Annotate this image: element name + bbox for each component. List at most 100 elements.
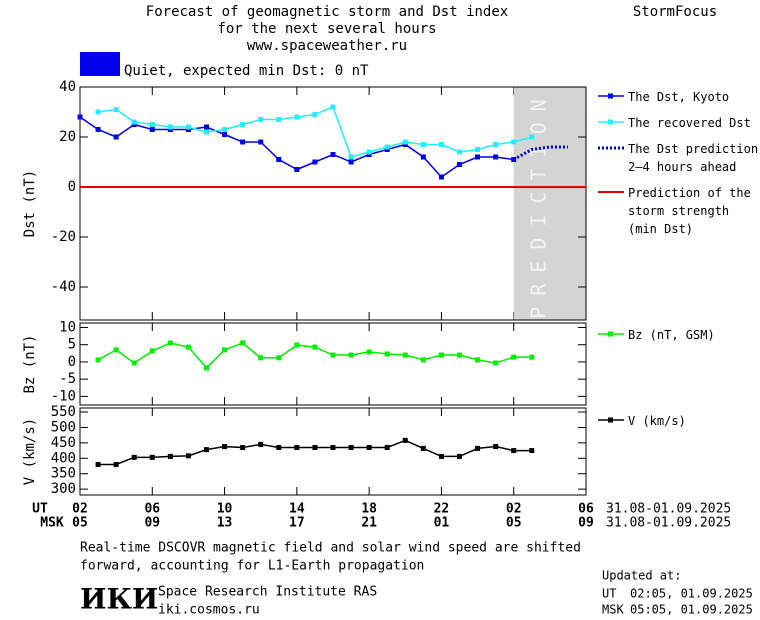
series-line xyxy=(512,145,568,161)
y-tick-label: -10 xyxy=(51,388,76,404)
marker xyxy=(420,142,426,147)
marker xyxy=(312,344,318,350)
x-tick-label-msk: 05 xyxy=(506,516,522,531)
legend-entry: The Dst prediction 2–4 hours ahead xyxy=(628,142,759,174)
marker xyxy=(457,149,462,155)
marker xyxy=(204,129,209,135)
y-tick-label: 400 xyxy=(51,450,76,466)
marker xyxy=(167,124,173,130)
marker xyxy=(258,139,264,145)
marker xyxy=(149,348,155,354)
x-tick-label: 14 xyxy=(289,502,305,517)
marker xyxy=(276,117,282,122)
marker xyxy=(384,444,390,450)
y-tick-label: -20 xyxy=(51,229,76,245)
marker xyxy=(95,127,101,132)
marker xyxy=(167,453,173,459)
marker xyxy=(222,347,228,353)
series-line xyxy=(98,439,532,466)
marker xyxy=(204,124,209,130)
marker xyxy=(475,154,481,160)
brand: StormFocus xyxy=(633,4,717,20)
marker xyxy=(276,157,282,162)
marker xyxy=(77,114,83,120)
status-swatch xyxy=(80,52,120,76)
note-line: Real-time DSCOVR magnetic field and sola… xyxy=(80,541,581,556)
marker xyxy=(420,154,426,160)
x-tick-label-msk: 17 xyxy=(289,516,305,531)
legend-marker xyxy=(608,119,613,125)
marker xyxy=(258,117,264,122)
y-tick-label: 450 xyxy=(51,435,76,451)
updated-ut: 02:05, 01.09.2025 xyxy=(630,587,753,601)
marker xyxy=(167,340,173,346)
marker xyxy=(294,342,300,348)
x-tick-label-msk: 09 xyxy=(578,516,594,531)
marker xyxy=(366,149,372,155)
logo: ИКИ xyxy=(80,583,158,616)
status: Quiet, expected min Dst: 0 nT xyxy=(124,63,369,79)
marker xyxy=(95,461,101,467)
marker xyxy=(438,453,444,459)
ut-dates: 31.08-01.09.2025 xyxy=(606,502,731,517)
ut-label: UT xyxy=(32,502,48,517)
prediction-zone xyxy=(513,87,586,320)
x-tick-label-msk: 21 xyxy=(361,516,377,531)
marker xyxy=(330,444,336,450)
marker xyxy=(149,127,155,132)
marker xyxy=(294,444,300,450)
marker xyxy=(240,444,246,450)
marker xyxy=(276,444,282,450)
marker xyxy=(95,109,101,115)
marker xyxy=(222,127,228,132)
legend-entry: V (km/s) xyxy=(628,414,686,428)
marker xyxy=(438,174,444,180)
y-tick-label: 550 xyxy=(51,404,76,420)
marker xyxy=(384,351,390,357)
marker xyxy=(330,352,336,358)
marker xyxy=(348,154,354,160)
y-tick-label: 0 xyxy=(68,354,76,370)
x-tick-label: 22 xyxy=(434,502,450,517)
plot-frame xyxy=(79,407,587,496)
updated-label: Updated at: xyxy=(602,569,681,583)
marker xyxy=(457,453,462,459)
marker xyxy=(185,124,191,130)
marker xyxy=(312,444,318,450)
marker xyxy=(529,134,535,140)
y-axis-label: Dst (nT) xyxy=(22,170,38,237)
marker xyxy=(113,347,119,353)
marker xyxy=(493,444,499,450)
y-tick-label: 350 xyxy=(51,466,76,482)
marker xyxy=(511,139,517,145)
marker xyxy=(95,357,101,363)
marker xyxy=(312,159,318,165)
marker xyxy=(493,360,499,366)
marker xyxy=(222,132,228,137)
marker xyxy=(529,448,535,454)
marker xyxy=(330,104,336,110)
x-tick-label: 06 xyxy=(144,502,160,517)
y-tick-label: -40 xyxy=(51,279,76,295)
x-tick-label-msk: 05 xyxy=(72,516,88,531)
legend-entry: Prediction of the storm strength (min Ds… xyxy=(628,186,751,236)
marker xyxy=(258,355,264,361)
marker xyxy=(240,122,246,127)
marker xyxy=(204,365,209,371)
x-tick-label: 06 xyxy=(578,502,594,517)
y-tick-label: -5 xyxy=(59,371,76,387)
y-axis-label: V (km/s) xyxy=(22,418,38,485)
marker xyxy=(348,159,354,165)
y-axis-label: Bz (nT) xyxy=(22,334,38,393)
y-tick-label: 40 xyxy=(59,79,76,95)
marker xyxy=(149,454,155,460)
updated-ut-label: UT xyxy=(602,587,616,601)
marker xyxy=(493,154,499,160)
marker xyxy=(240,340,246,346)
marker xyxy=(438,352,444,358)
marker xyxy=(113,107,119,112)
marker xyxy=(131,454,137,460)
y-tick-label: 20 xyxy=(59,129,76,145)
marker xyxy=(185,453,191,459)
